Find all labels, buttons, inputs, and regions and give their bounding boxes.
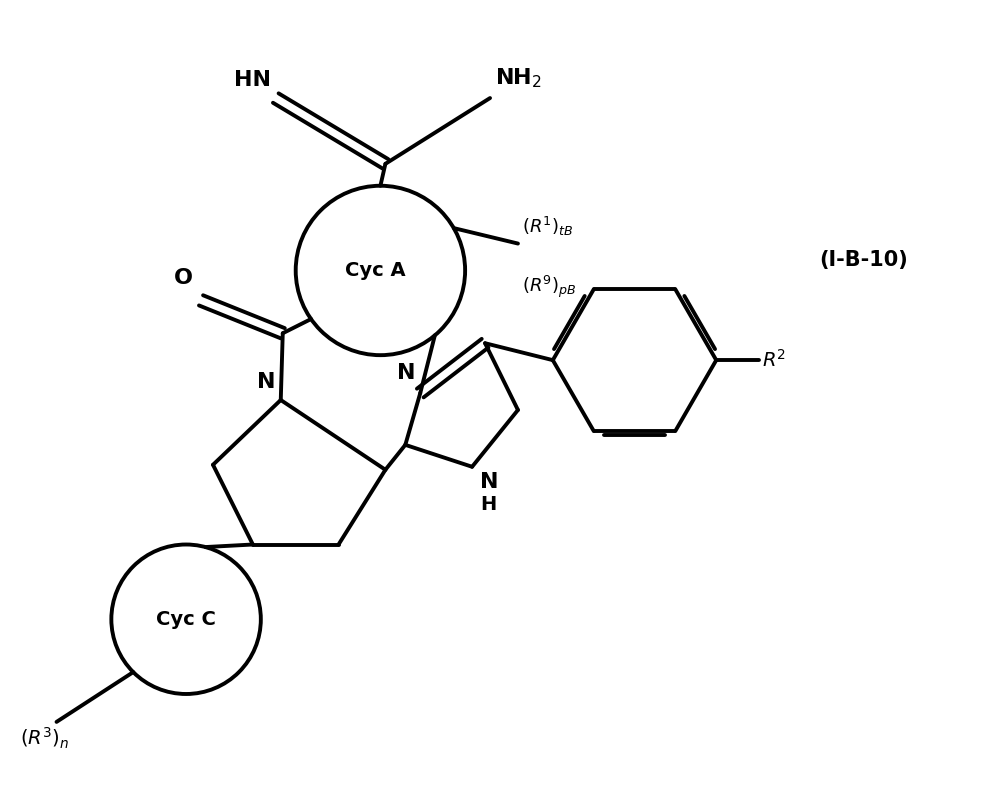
Text: N: N (397, 363, 415, 383)
Text: $(R^9)_{pB}$: $(R^9)_{pB}$ (522, 274, 576, 300)
Text: $R^2$: $R^2$ (762, 349, 786, 371)
Text: N: N (480, 472, 499, 492)
Text: Cyc C: Cyc C (156, 609, 216, 629)
Text: N: N (257, 372, 276, 392)
Text: H: H (480, 495, 496, 514)
Text: (I-B-10): (I-B-10) (819, 250, 908, 270)
Text: NH$_2$: NH$_2$ (495, 67, 542, 90)
Text: HN: HN (234, 70, 271, 90)
Text: Cyc A: Cyc A (345, 261, 406, 280)
Text: $(R^1)_{tB}$: $(R^1)_{tB}$ (522, 214, 573, 237)
Text: $(R^3)_n$: $(R^3)_n$ (20, 726, 69, 751)
Text: O: O (174, 268, 193, 288)
